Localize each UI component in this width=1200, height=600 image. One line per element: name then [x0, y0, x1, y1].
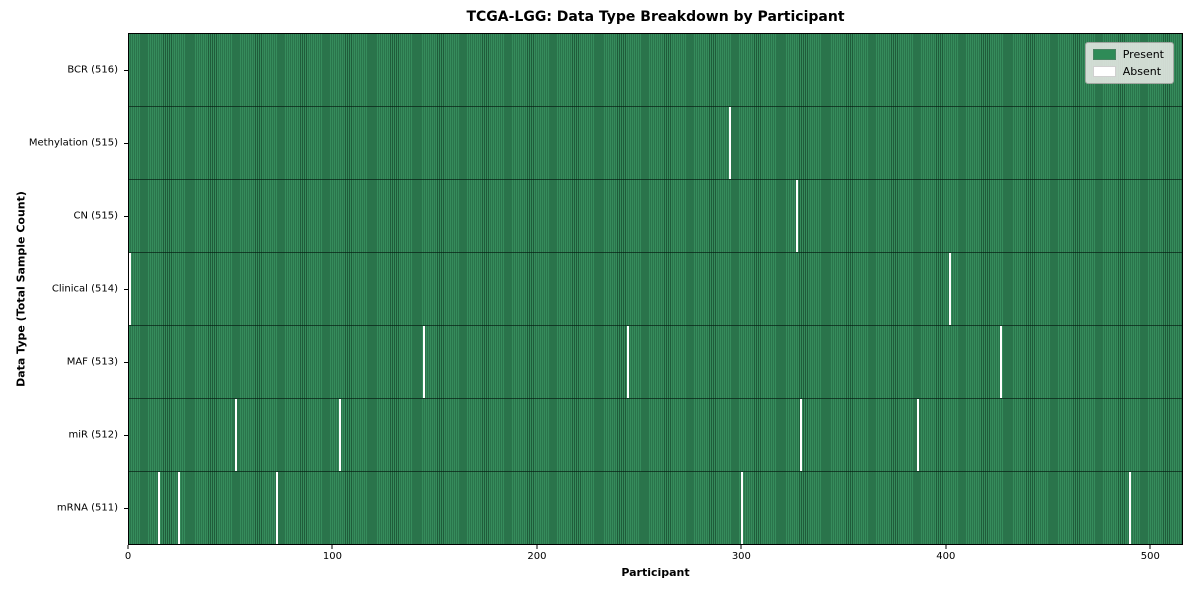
absent-gap	[916, 399, 919, 471]
legend-item-present: Present	[1092, 48, 1164, 61]
row-cn	[129, 180, 1182, 253]
absent-gap	[741, 472, 744, 544]
legend-label: Absent	[1122, 65, 1162, 78]
y-tick-mark	[124, 362, 128, 364]
y-tick-label: CN (515)	[73, 210, 118, 222]
y-tick-mark	[124, 435, 128, 437]
legend-label: Present	[1122, 48, 1164, 61]
y-tick-mark	[124, 69, 128, 71]
y-tick-label: miR (512)	[68, 429, 118, 441]
x-axis-ticks: 0 100 200 300 400 500	[124, 545, 1183, 575]
absent-gap	[177, 472, 181, 544]
x-tick-mark	[1149, 545, 1151, 549]
row-mrna	[129, 472, 1182, 544]
absent-gap	[1128, 472, 1132, 544]
row-clinical	[129, 253, 1182, 326]
legend-swatch-absent	[1092, 66, 1116, 77]
plot-area: Present Absent	[128, 33, 1183, 545]
absent-gap	[129, 253, 132, 325]
absent-gap	[157, 472, 160, 544]
absent-gap	[275, 472, 279, 544]
y-tick-label: mRNA (511)	[56, 502, 118, 514]
absent-gap	[796, 180, 799, 252]
x-tick-mark	[127, 545, 129, 549]
absent-gap	[728, 107, 732, 179]
x-tick-mark	[536, 545, 538, 549]
absent-gap	[626, 326, 630, 398]
x-tick-label: 200	[527, 551, 547, 562]
absent-gap	[422, 326, 425, 398]
y-tick-mark	[124, 142, 128, 144]
absent-gap	[339, 399, 342, 471]
y-axis-tick-labels: BCR (516) Methylation (515) CN (515) Clinic…	[0, 33, 128, 545]
y-tick-mark	[124, 215, 128, 217]
y-tick-mark	[124, 508, 128, 510]
x-tick-mark	[945, 545, 947, 549]
absent-gap	[235, 399, 238, 471]
y-tick-label: Clinical (514)	[51, 283, 118, 295]
chart-title: TCGA-LGG: Data Type Breakdown by Partici…	[466, 9, 845, 25]
absent-gap	[800, 399, 803, 471]
legend-item-absent: Absent	[1092, 65, 1164, 78]
x-tick-mark	[331, 545, 333, 549]
x-tick-label: 0	[124, 551, 132, 562]
row-bcr	[129, 34, 1182, 107]
legend: Present Absent	[1084, 42, 1174, 84]
y-tick-label: MAF (513)	[66, 356, 118, 368]
row-maf	[129, 326, 1182, 399]
legend-swatch-present	[1092, 49, 1116, 60]
absent-gap	[1000, 326, 1003, 398]
x-tick-label: 400	[936, 551, 956, 562]
x-axis-label: Participant	[621, 566, 690, 579]
y-tick-mark	[124, 289, 128, 290]
y-tick-label: BCR (516)	[67, 64, 118, 76]
x-tick-mark	[740, 545, 742, 549]
x-tick-label: 300	[731, 551, 751, 562]
row-methylation	[129, 107, 1182, 180]
x-tick-label: 100	[322, 551, 342, 562]
y-tick-label: Methylation (515)	[28, 137, 118, 149]
row-mir	[129, 399, 1182, 472]
absent-gap	[949, 253, 952, 325]
x-tick-label: 500	[1140, 551, 1160, 562]
